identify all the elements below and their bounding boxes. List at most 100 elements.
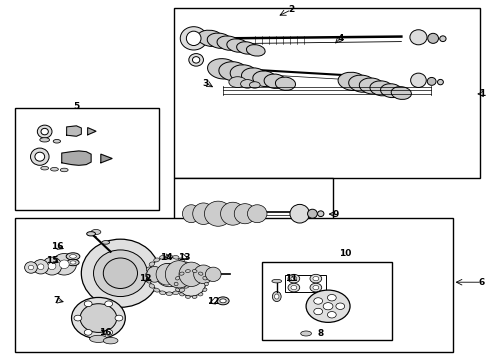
Ellipse shape	[30, 148, 49, 165]
Ellipse shape	[188, 273, 193, 277]
Ellipse shape	[308, 209, 318, 218]
Circle shape	[310, 283, 322, 292]
Ellipse shape	[94, 250, 147, 297]
Ellipse shape	[179, 262, 203, 287]
Text: 1: 1	[479, 89, 485, 98]
Circle shape	[323, 303, 333, 310]
Ellipse shape	[217, 297, 229, 305]
Ellipse shape	[247, 205, 267, 223]
Circle shape	[313, 276, 319, 281]
Ellipse shape	[40, 138, 49, 142]
Ellipse shape	[166, 292, 172, 296]
Ellipse shape	[87, 231, 96, 236]
Ellipse shape	[184, 284, 189, 288]
Ellipse shape	[90, 335, 107, 342]
Ellipse shape	[103, 337, 118, 344]
Ellipse shape	[229, 77, 246, 87]
Text: 14: 14	[161, 253, 173, 262]
Circle shape	[336, 303, 344, 310]
Ellipse shape	[217, 36, 241, 50]
Ellipse shape	[72, 297, 125, 339]
Ellipse shape	[272, 279, 282, 283]
Ellipse shape	[52, 253, 76, 275]
Ellipse shape	[187, 267, 192, 271]
Ellipse shape	[230, 65, 257, 83]
Ellipse shape	[290, 204, 310, 223]
Circle shape	[105, 301, 113, 307]
Ellipse shape	[180, 27, 207, 50]
Ellipse shape	[349, 75, 376, 92]
Circle shape	[327, 311, 336, 318]
Ellipse shape	[149, 262, 154, 266]
Ellipse shape	[41, 166, 49, 170]
Ellipse shape	[149, 284, 154, 288]
Ellipse shape	[208, 59, 239, 79]
Ellipse shape	[175, 288, 180, 292]
Ellipse shape	[410, 30, 427, 45]
Bar	[15, 218, 453, 352]
Ellipse shape	[53, 139, 61, 143]
Ellipse shape	[274, 294, 279, 299]
Ellipse shape	[193, 203, 214, 225]
Polygon shape	[101, 154, 112, 163]
Ellipse shape	[179, 288, 185, 292]
Ellipse shape	[80, 304, 117, 332]
Circle shape	[288, 283, 300, 292]
Circle shape	[84, 329, 92, 335]
Ellipse shape	[246, 45, 265, 56]
Text: 13: 13	[178, 253, 190, 262]
Ellipse shape	[197, 30, 224, 46]
Ellipse shape	[438, 80, 443, 85]
Circle shape	[291, 285, 297, 290]
Ellipse shape	[103, 258, 138, 288]
Ellipse shape	[187, 279, 192, 283]
Ellipse shape	[427, 77, 436, 85]
Ellipse shape	[241, 80, 254, 88]
Bar	[15, 108, 159, 211]
Ellipse shape	[148, 257, 190, 293]
Ellipse shape	[24, 262, 37, 273]
Ellipse shape	[156, 264, 177, 285]
Ellipse shape	[249, 82, 260, 88]
Text: 2: 2	[288, 5, 294, 14]
Ellipse shape	[428, 33, 439, 43]
Text: 11: 11	[285, 274, 297, 283]
Circle shape	[84, 301, 92, 307]
Ellipse shape	[219, 62, 248, 81]
Text: 16: 16	[99, 328, 112, 337]
Ellipse shape	[66, 253, 80, 260]
Text: 12: 12	[139, 274, 151, 283]
Ellipse shape	[182, 205, 200, 223]
Ellipse shape	[193, 57, 200, 63]
Ellipse shape	[242, 68, 267, 85]
Circle shape	[314, 298, 322, 304]
Ellipse shape	[204, 201, 232, 226]
Ellipse shape	[411, 73, 426, 87]
Ellipse shape	[60, 168, 68, 172]
Ellipse shape	[173, 256, 179, 259]
Ellipse shape	[102, 240, 110, 244]
Ellipse shape	[253, 71, 276, 86]
Ellipse shape	[234, 204, 256, 224]
Circle shape	[74, 315, 82, 321]
Bar	[174, 178, 333, 246]
Ellipse shape	[203, 276, 207, 280]
Ellipse shape	[70, 261, 76, 264]
Ellipse shape	[264, 74, 286, 89]
Ellipse shape	[237, 42, 257, 54]
Ellipse shape	[184, 262, 189, 266]
Ellipse shape	[192, 296, 197, 298]
Ellipse shape	[28, 265, 33, 270]
Circle shape	[314, 308, 322, 315]
Ellipse shape	[38, 264, 44, 270]
Circle shape	[105, 329, 113, 335]
Ellipse shape	[160, 256, 166, 259]
Ellipse shape	[156, 264, 183, 287]
Ellipse shape	[33, 260, 49, 274]
Ellipse shape	[179, 272, 184, 275]
Text: 4: 4	[337, 34, 343, 43]
Ellipse shape	[174, 282, 178, 286]
Ellipse shape	[42, 257, 62, 275]
Ellipse shape	[391, 87, 412, 99]
Ellipse shape	[70, 255, 76, 258]
